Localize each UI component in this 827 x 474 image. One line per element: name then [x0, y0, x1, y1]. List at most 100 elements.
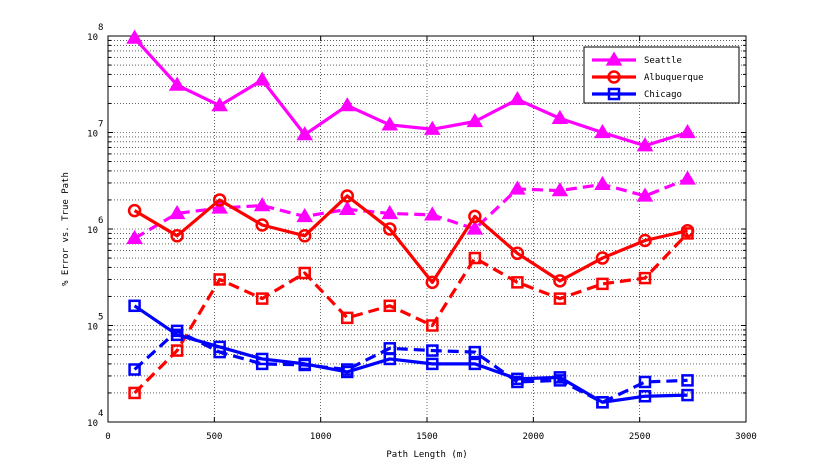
data-point: [296, 126, 314, 141]
data-point: [466, 113, 484, 128]
data-point: [468, 357, 482, 371]
data-point: [638, 233, 652, 248]
data-point: [255, 218, 269, 232]
data-point: [509, 180, 526, 195]
y-axis-label: % Error vs. True Path: [61, 172, 71, 286]
data-point: [170, 324, 184, 338]
series-1: [126, 170, 696, 245]
data-point: [679, 124, 696, 139]
y-tick-label: 10: [87, 419, 98, 429]
x-axis-label: Path Length (m): [386, 450, 467, 460]
data-point: [255, 292, 269, 305]
data-point: [211, 199, 228, 214]
y-tick-label: 10: [87, 130, 98, 140]
data-point: [553, 374, 567, 387]
data-point: [297, 229, 312, 243]
legend: Seattle Albuquerque Chicago: [583, 46, 740, 104]
legend-item: Chicago: [592, 87, 682, 101]
data-point: [681, 227, 694, 240]
data-point: [338, 97, 356, 112]
legend-marker: [607, 87, 621, 101]
data-point: [681, 374, 694, 387]
data-point: [296, 207, 314, 223]
x-tick-label: 1500: [416, 432, 438, 442]
data-point: [424, 120, 441, 135]
series-5: [128, 324, 694, 409]
y-tick-label: 10: [87, 33, 98, 43]
y-tick-exponent: 4: [98, 409, 103, 419]
data-point: [636, 137, 654, 152]
data-point: [468, 251, 482, 265]
data-point: [298, 266, 311, 280]
series-line: [133, 37, 688, 148]
data-point: [594, 124, 611, 139]
series-line: [133, 232, 689, 395]
legend-label: Albuquerque: [644, 73, 704, 83]
series-3: [128, 227, 694, 400]
data-point: [679, 170, 696, 185]
y-tick-exponent: 7: [98, 120, 103, 130]
data-point: [594, 175, 611, 191]
data-point: [638, 271, 652, 285]
data-point: [509, 90, 526, 106]
data-point: [341, 363, 354, 376]
data-point: [511, 375, 524, 389]
data-point: [553, 274, 567, 288]
series-0: [126, 29, 696, 152]
y-tick-exponent: 6: [98, 216, 103, 226]
x-tick-label: 2500: [629, 432, 651, 442]
data-point: [681, 388, 694, 402]
data-point: [383, 222, 397, 236]
data-point: [553, 292, 567, 305]
data-point: [211, 97, 228, 112]
data-point: [253, 197, 271, 212]
data-point: [126, 29, 143, 44]
data-point: [128, 363, 141, 376]
x-tick-label: 1000: [310, 432, 332, 442]
data-point: [341, 311, 354, 325]
data-point: [126, 229, 143, 245]
data-point: [338, 200, 356, 215]
data-point: [596, 396, 609, 409]
series-lines: [126, 29, 696, 409]
data-point: [510, 246, 525, 261]
data-point: [168, 204, 186, 220]
legend-label: Chicago: [644, 90, 682, 100]
x-tick-label: 2000: [522, 432, 544, 442]
y-tick-exponent: 8: [98, 23, 103, 33]
data-point: [638, 389, 652, 403]
data-point: [383, 299, 397, 313]
data-point: [168, 76, 186, 91]
data-point: [511, 276, 524, 289]
data-point: [426, 319, 439, 332]
data-point: [468, 345, 482, 359]
data-point: [128, 299, 141, 313]
legend-item: Albuquerque: [592, 70, 704, 84]
legend-marker: [605, 51, 623, 66]
data-point: [170, 344, 184, 357]
data-point: [212, 193, 227, 207]
series-line: [133, 329, 688, 404]
axes: [107, 35, 747, 423]
data-point: [468, 209, 482, 224]
data-point: [636, 187, 654, 202]
y-tick-exponent: 5: [98, 313, 103, 323]
data-point: [466, 220, 484, 235]
x-tick-label: 500: [206, 432, 222, 442]
data-point: [596, 277, 609, 291]
data-point: [170, 229, 184, 243]
legend-label: Seattle: [644, 56, 682, 66]
data-point: [340, 189, 354, 203]
legend-item: Seattle: [592, 51, 682, 66]
x-tick-label: 0: [105, 432, 110, 442]
y-tick-label: 10: [87, 226, 98, 236]
data-point: [253, 71, 271, 86]
data-point: [426, 344, 439, 357]
data-point: [551, 109, 569, 125]
legend-marker: [607, 70, 621, 84]
data-point: [383, 342, 397, 355]
data-point: [551, 182, 569, 197]
data-point: [213, 345, 226, 359]
